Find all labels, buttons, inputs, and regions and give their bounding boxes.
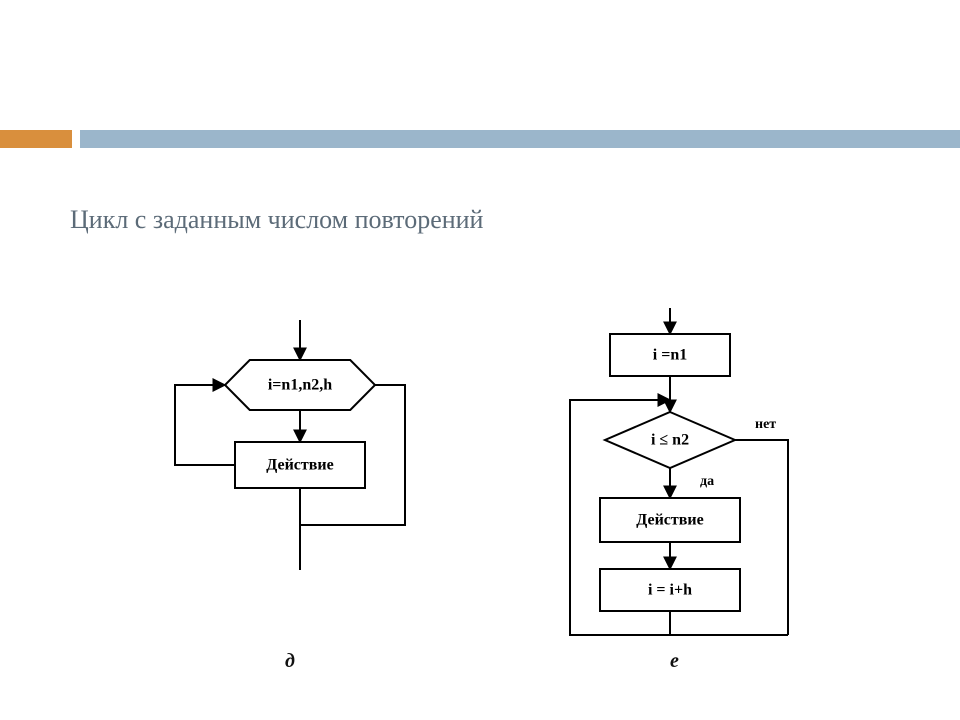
node-label-cond: i ≤ n2 xyxy=(651,432,689,449)
edge-act_loop xyxy=(175,385,235,465)
edge-cond_no xyxy=(735,440,788,635)
edge-label-yes: да xyxy=(700,474,714,489)
flowchart-left-caption: д xyxy=(285,650,295,673)
node-label-inc: i = i+h xyxy=(648,582,692,599)
node-label-init: i =n1 xyxy=(653,347,687,364)
page-title: Цикл с заданным числом повторений xyxy=(70,205,483,235)
header-accent xyxy=(0,130,72,148)
header-bar xyxy=(0,130,960,148)
flowchart-left: i=n1,n2,h Действие xyxy=(150,310,430,620)
edge-label-no: нет xyxy=(755,417,776,432)
node-label-hex: i=n1,n2,h xyxy=(268,377,332,394)
node-label-act: Действие xyxy=(636,512,703,529)
header-rule xyxy=(80,130,960,148)
flowchart-right-caption: е xyxy=(670,650,679,673)
flowchart-right: да нет i =n1 i ≤ n2 Действие i = i+h xyxy=(540,300,840,670)
node-label-act: Действие xyxy=(266,457,333,474)
